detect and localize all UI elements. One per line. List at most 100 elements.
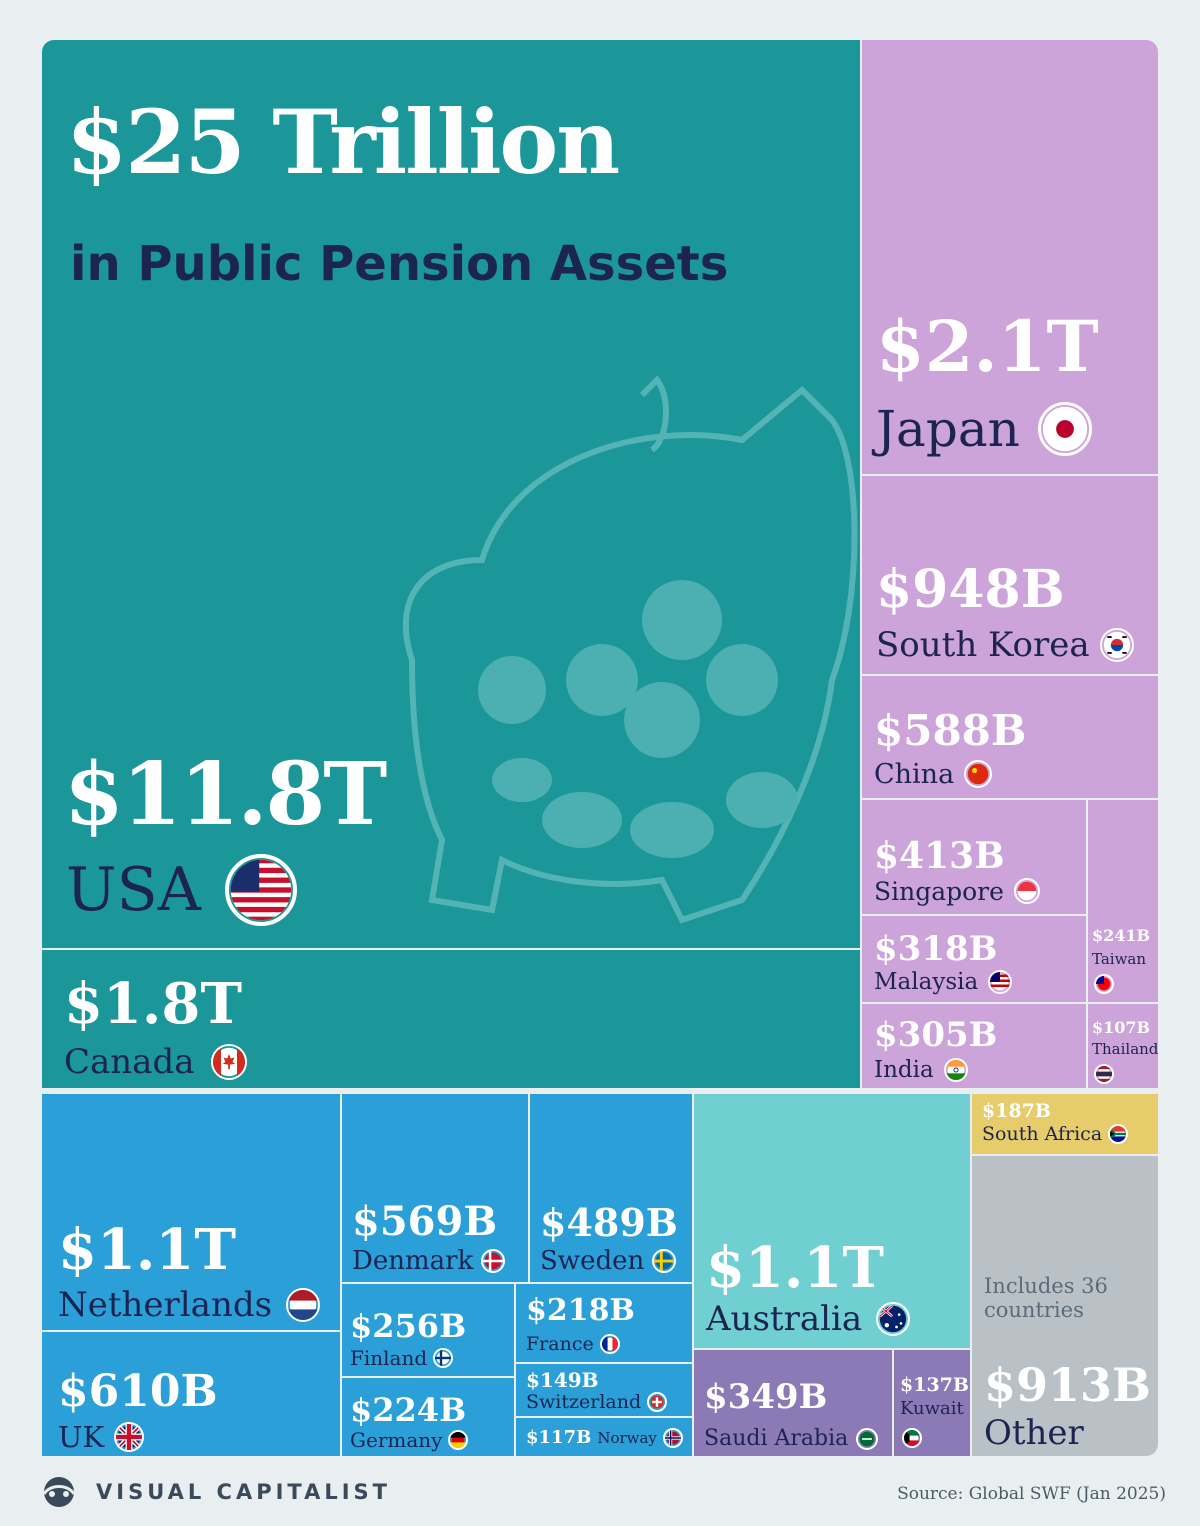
tile-thailand-value: $107B	[1092, 1018, 1151, 1037]
finland-flag-icon	[433, 1348, 454, 1368]
tile-sweden-label: Sweden	[540, 1246, 677, 1276]
tile-usa-value: $11.8T	[64, 744, 387, 845]
tile-china-label: China	[874, 760, 993, 788]
tile-malaysia-name: Malaysia	[874, 968, 979, 995]
tile-france-label: France	[526, 1334, 620, 1354]
denmark-flag-icon	[481, 1249, 506, 1273]
tile-india-value: $305B	[874, 1015, 998, 1055]
tile-singapore-name: Singapore	[874, 876, 1004, 906]
tile-saudi-arabia: $349B Saudi Arabia	[692, 1348, 894, 1458]
tile-canada: $1.8T Canada	[40, 948, 862, 1090]
netherlands-flag-icon	[286, 1288, 321, 1322]
tile-india-label: India	[874, 1058, 968, 1082]
kuwait-flag-icon	[902, 1428, 922, 1448]
tile-norway-label: $117B Norway	[526, 1428, 683, 1448]
tile-other-label: Other	[984, 1413, 1084, 1453]
tile-south-korea: $948B South Korea	[860, 474, 1160, 676]
tile-china: $588B China	[860, 674, 1160, 800]
tile-uk-label: UK	[58, 1419, 145, 1454]
uk-flag-icon	[114, 1422, 145, 1452]
tile-china-value: $588B	[874, 706, 1027, 755]
tile-south-korea-label: South Korea	[876, 628, 1134, 662]
tile-south-africa-value: $187B	[982, 1100, 1051, 1122]
tile-saudi-arabia-label: Saudi Arabia	[704, 1426, 879, 1451]
tile-india-name: India	[874, 1056, 934, 1083]
us-flag-icon	[225, 854, 297, 926]
tile-south-africa-name: South Africa	[982, 1122, 1103, 1145]
tile-netherlands-value: $1.1T	[58, 1217, 237, 1283]
tile-canada-label: Canada	[64, 1044, 247, 1080]
tile-japan-label: Japan	[876, 402, 1092, 456]
singapore-flag-icon	[1013, 878, 1040, 904]
tile-japan-name: Japan	[876, 400, 1020, 458]
tile-netherlands-name: Netherlands	[58, 1285, 273, 1325]
japan-flag-icon	[1037, 402, 1092, 456]
tile-germany-label: Germany	[350, 1428, 469, 1452]
tile-japan: $2.1T Japan	[860, 38, 1160, 476]
tile-finland-value: $256B	[350, 1307, 467, 1345]
tile-switzerland-value: $149B	[526, 1368, 599, 1392]
tile-saudi-arabia-name: Saudi Arabia	[704, 1426, 849, 1451]
canada-flag-icon	[210, 1044, 247, 1080]
tile-usa: $11.8T USA	[40, 38, 862, 950]
tile-denmark-label: Denmark	[352, 1246, 506, 1276]
tile-malaysia-label: Malaysia	[874, 968, 1013, 995]
taiwan-flag-icon	[1094, 974, 1114, 994]
tile-france: $218B France	[514, 1282, 694, 1364]
tile-singapore: $413B Singapore	[860, 798, 1088, 916]
tile-germany-name: Germany	[350, 1428, 443, 1452]
visual-capitalist-logo-icon	[42, 1477, 76, 1507]
tile-switzerland-label: Switzerland	[526, 1392, 668, 1412]
australia-flag-icon	[876, 1302, 911, 1336]
tile-other-value: $913B	[984, 1358, 1151, 1412]
tile-canada-name: Canada	[64, 1042, 195, 1082]
tile-taiwan-value: $241B	[1092, 926, 1151, 945]
tile-france-value: $218B	[526, 1293, 635, 1328]
india-flag-icon	[943, 1058, 968, 1082]
tile-kuwait: $137B Kuwait	[892, 1348, 972, 1458]
tile-malaysia: $318B Malaysia	[860, 914, 1088, 1004]
malaysia-flag-icon	[988, 970, 1013, 994]
tile-south-africa: $187B South Africa	[970, 1092, 1160, 1156]
china-flag-icon	[964, 760, 993, 788]
norway-flag-icon	[662, 1428, 683, 1448]
tile-finland: $256B Finland	[340, 1282, 516, 1378]
tile-usa-name: USA	[66, 855, 201, 925]
tile-usa-label: USA	[66, 854, 297, 926]
page-subtitle: in Public Pension Assets	[70, 236, 729, 292]
tile-canada-value: $1.8T	[64, 971, 243, 1037]
tile-sweden-name: Sweden	[540, 1246, 645, 1276]
thailand-flag-icon	[1094, 1064, 1114, 1084]
south-africa-flag-icon	[1108, 1124, 1129, 1144]
tile-germany: $224B Germany	[340, 1376, 516, 1458]
tile-singapore-label: Singapore	[874, 878, 1040, 904]
switzerland-flag-icon	[647, 1392, 668, 1412]
brand-logo: VISUAL CAPITALIST	[36, 1476, 391, 1508]
tile-thailand: $107B Thailand	[1086, 1002, 1160, 1090]
tile-singapore-value: $413B	[874, 835, 1005, 877]
tile-finland-label: Finland	[350, 1346, 454, 1370]
saudi-arabia-flag-icon	[856, 1428, 879, 1450]
page-title: $25 Trillion	[66, 90, 620, 194]
tile-uk: $610B UK	[40, 1330, 342, 1458]
source-note: Source: Global SWF (Jan 2025)	[897, 1484, 1166, 1504]
tile-kuwait-label: Kuwait	[900, 1398, 964, 1419]
tile-south-korea-name: South Korea	[876, 625, 1090, 665]
tile-france-name: France	[526, 1332, 594, 1355]
france-flag-icon	[599, 1334, 620, 1354]
tile-australia: $1.1T Australia	[692, 1092, 972, 1350]
tile-uk-name: UK	[58, 1419, 105, 1454]
tile-switzerland: $149B Switzerland	[514, 1362, 694, 1418]
tile-japan-value: $2.1T	[876, 305, 1099, 388]
tile-kuwait-value: $137B	[900, 1374, 969, 1396]
tile-denmark-name: Denmark	[352, 1246, 474, 1276]
tile-australia-value: $1.1T	[706, 1235, 885, 1301]
tile-finland-name: Finland	[350, 1346, 428, 1370]
tile-south-africa-label: South Africa	[982, 1122, 1129, 1145]
germany-flag-icon	[448, 1430, 469, 1450]
tile-netherlands: $1.1T Netherlands	[40, 1092, 342, 1332]
tile-denmark-value: $569B	[352, 1198, 498, 1245]
tile-other: Includes 36 countries $913B Other	[970, 1154, 1160, 1458]
tile-south-korea-value: $948B	[876, 559, 1065, 620]
tile-saudi-arabia-value: $349B	[704, 1377, 828, 1417]
